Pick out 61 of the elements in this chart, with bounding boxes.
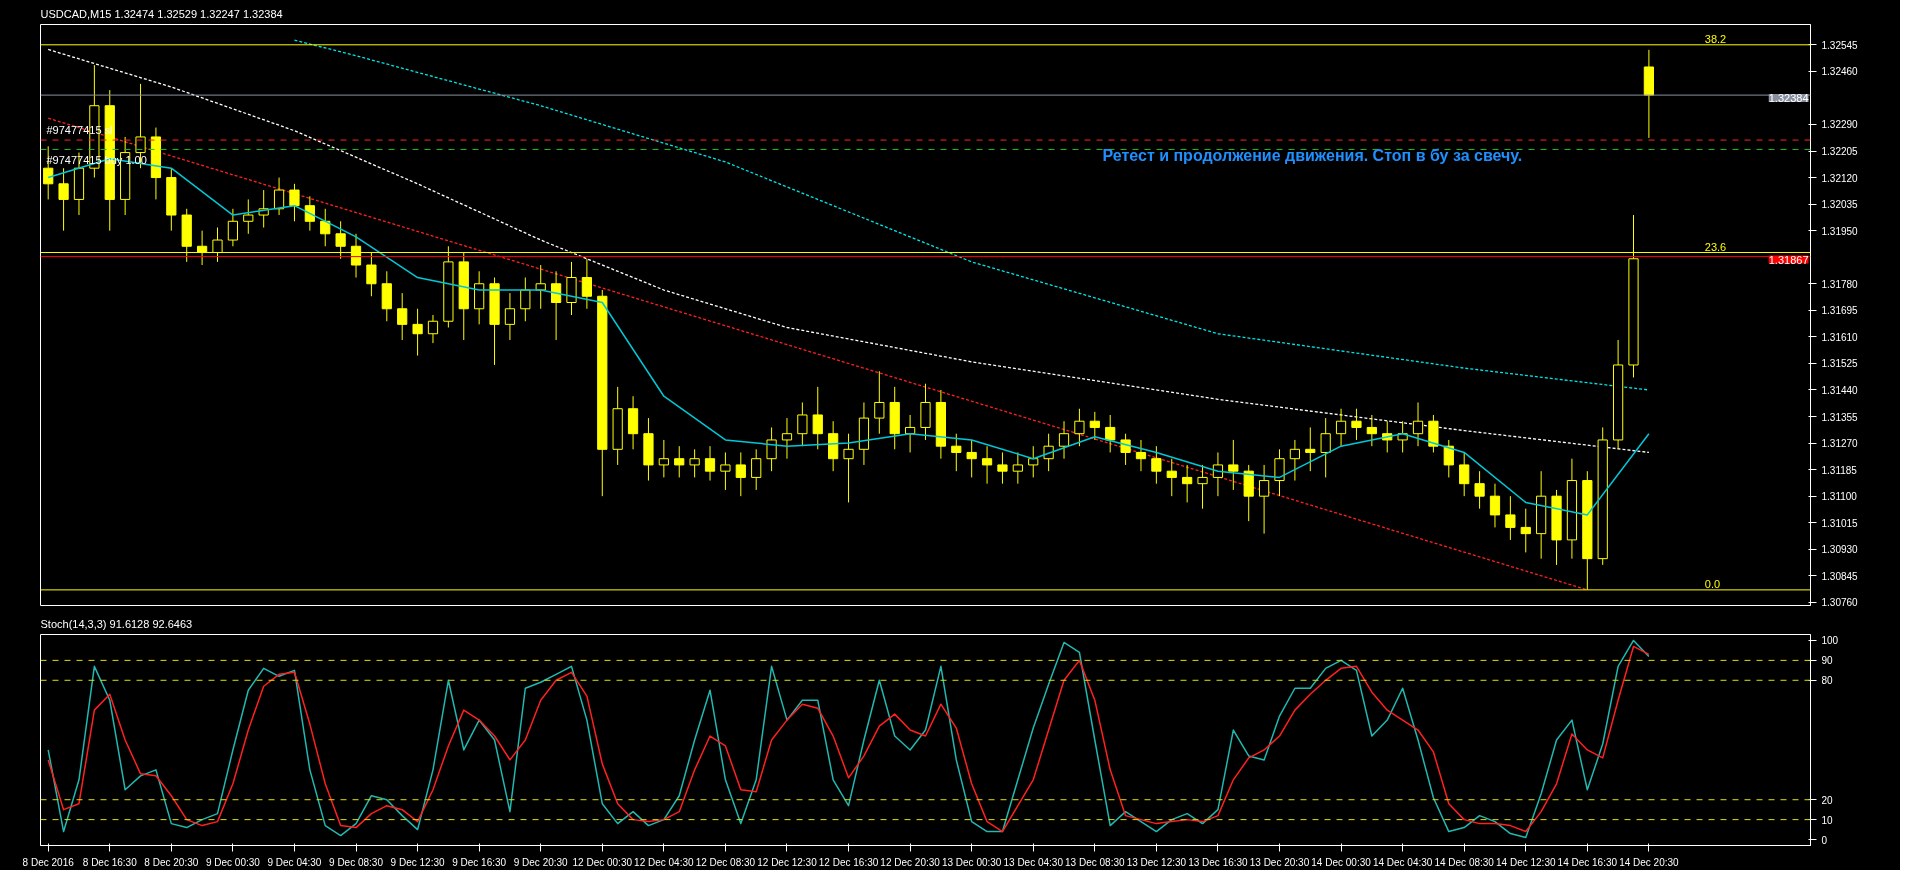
y-tick-label: 1.31440 — [1821, 384, 1859, 396]
x-tick-label: 8 Dec 20:30 — [144, 856, 199, 868]
x-tick-label: 13 Dec 16:30 — [1188, 856, 1249, 868]
y-tick-label: 1.31355 — [1821, 411, 1859, 423]
chart-title: USDCAD,M15 1.32474 1.32529 1.32247 1.32384 — [40, 7, 283, 20]
x-tick-label: 12 Dec 04:30 — [634, 856, 695, 868]
x-tick-label: 12 Dec 00:30 — [572, 856, 633, 868]
y-tick-label: 1.31780 — [1821, 278, 1859, 290]
y-tick-label: 1.32545 — [1821, 39, 1859, 51]
ref-line-label: 1.32384 — [1768, 92, 1809, 105]
y-tick-label: 1.32120 — [1821, 172, 1859, 184]
annotation: 0.0 — [1704, 577, 1721, 590]
x-tick-label: 9 Dec 08:30 — [329, 856, 384, 868]
x-tick-label: 14 Dec 08:30 — [1434, 856, 1495, 868]
y-tick-label: 20 — [1821, 794, 1834, 806]
x-tick-label: 12 Dec 12:30 — [757, 856, 818, 868]
x-tick-label: 9 Dec 04:30 — [267, 856, 322, 868]
x-tick-label: 12 Dec 16:30 — [818, 856, 879, 868]
x-tick-label: 13 Dec 00:30 — [941, 856, 1002, 868]
y-tick-label: 1.31015 — [1821, 517, 1859, 529]
x-tick-label: 9 Dec 00:30 — [205, 856, 261, 868]
y-tick-label: 100 — [1821, 635, 1839, 647]
y-tick-label: 0 — [1821, 834, 1828, 846]
y-tick-label: 1.32460 — [1821, 66, 1859, 78]
y-tick-label: 1.32035 — [1821, 199, 1859, 211]
x-tick-label: 8 Dec 16:30 — [82, 856, 138, 868]
y-tick-label: 1.30760 — [1821, 597, 1859, 609]
y-tick-label: 1.31100 — [1821, 491, 1858, 503]
x-tick-label: 13 Dec 04:30 — [1003, 856, 1064, 868]
y-tick-label: 10 — [1821, 814, 1834, 826]
x-tick-label: 14 Dec 00:30 — [1311, 856, 1372, 868]
x-tick-label: 14 Dec 16:30 — [1557, 856, 1618, 868]
x-tick-label: 8 Dec 2016 — [22, 856, 75, 868]
y-tick-label: 1.31695 — [1821, 305, 1859, 317]
x-tick-label: 14 Dec 20:30 — [1619, 856, 1680, 868]
x-tick-label: 9 Dec 16:30 — [452, 856, 507, 868]
y-tick-label: 90 — [1821, 655, 1834, 667]
x-tick-label: 14 Dec 12:30 — [1496, 856, 1556, 868]
x-tick-label: 13 Dec 08:30 — [1065, 856, 1125, 868]
ref-line-label: 1.31867 — [1768, 253, 1809, 266]
y-tick-label: 1.31185 — [1821, 464, 1858, 476]
x-tick-label: 13 Dec 12:30 — [1126, 856, 1187, 868]
annotation: Ретест и продолжение движения. Стоп в бу за свечу. — [1102, 146, 1523, 164]
y-tick-label: 1.31270 — [1821, 438, 1859, 450]
y-tick-label: 1.31525 — [1821, 358, 1859, 370]
annotation: 23.6 — [1704, 240, 1727, 253]
y-tick-label: 80 — [1821, 675, 1834, 687]
y-tick-label: 1.32290 — [1821, 119, 1859, 131]
y-tick-label: 1.31610 — [1821, 331, 1859, 343]
chart-title: Stoch(14,3,3) 91.6128 92.6463 — [40, 617, 193, 630]
y-tick-label: 1.31950 — [1821, 225, 1859, 237]
x-tick-label: 9 Dec 12:30 — [390, 856, 445, 868]
y-tick-label: 1.30930 — [1821, 544, 1859, 556]
annotation: 38.2 — [1704, 32, 1727, 45]
x-tick-label: 13 Dec 20:30 — [1249, 856, 1310, 868]
x-tick-label: 12 Dec 20:30 — [880, 856, 941, 868]
y-tick-label: 1.32205 — [1821, 146, 1859, 158]
y-tick-label: 1.30845 — [1821, 570, 1859, 582]
x-tick-label: 14 Dec 04:30 — [1372, 856, 1433, 868]
x-tick-label: 9 Dec 20:30 — [513, 856, 569, 868]
x-tick-label: 12 Dec 08:30 — [695, 856, 756, 868]
